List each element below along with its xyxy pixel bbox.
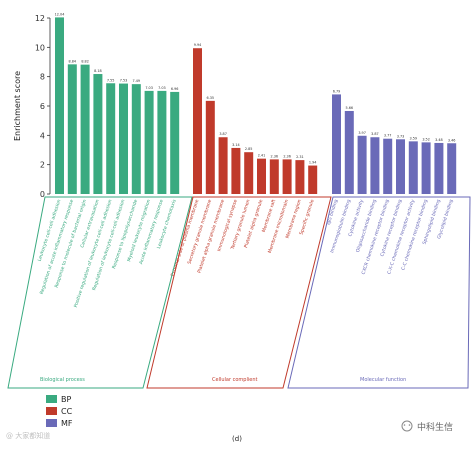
bar-bp-5 [119, 83, 128, 194]
bar-value-label: 2.36 [271, 154, 279, 158]
legend-swatch-bp [46, 395, 57, 403]
bar-mf-1 [344, 110, 354, 194]
bar-value-label: 9.94 [194, 43, 202, 47]
bar-bp-6 [131, 84, 141, 194]
legend-swatch-mf [46, 419, 57, 427]
bars [55, 17, 457, 195]
bar-value-label: 3.52 [422, 137, 430, 141]
bar-value-label: 6.96 [171, 87, 179, 91]
bar-bp-9 [170, 91, 180, 194]
bar-mf-8 [434, 142, 444, 194]
bar-bp-7 [144, 90, 154, 194]
bar-value-label: 3.97 [358, 131, 366, 135]
y-tick-label: 0 [40, 190, 45, 199]
bar-cc-0 [193, 48, 202, 194]
bar-value-label: 5.66 [346, 106, 354, 110]
panel-title-mf: Molecular function [360, 377, 406, 383]
y-axis-ticks: 0 2 4 6 8 10 12 [35, 14, 50, 199]
bar-value-label: 3.87 [219, 132, 227, 136]
bar-bp-1 [67, 64, 77, 194]
group-panels: Biological process Cellular complient Mole… [7, 196, 471, 389]
panel-outline-cc [146, 196, 332, 389]
bar-cc-9 [308, 165, 318, 194]
bar-cc-5 [257, 158, 266, 194]
y-tick-label: 8 [40, 73, 45, 82]
bar-mf-4 [383, 138, 393, 194]
panel-title-bp: Biological process [40, 377, 85, 383]
panel-title-cc: Cellular complient [212, 377, 257, 383]
bar-mf-6 [408, 141, 418, 194]
panel-outline-bp [7, 196, 193, 389]
bar-value-label: 8.84 [69, 59, 77, 63]
y-tick-label: 4 [40, 131, 45, 140]
bar-cc-8 [295, 160, 305, 194]
bar-bp-8 [157, 90, 167, 194]
category-label: Leukocyte cell-cell adhesion [37, 199, 63, 262]
bar-value-label: 2.85 [245, 147, 253, 151]
bar-bp-4 [106, 83, 116, 194]
bar-mf-5 [396, 139, 405, 194]
bar-mf-3 [370, 137, 380, 194]
category-label: Acute inflammatory response [138, 199, 165, 265]
wechat-icon [401, 420, 413, 432]
bar-bp-2 [80, 64, 90, 194]
bar-value-label: 3.77 [384, 134, 392, 138]
bar-value-label: 8.18 [94, 69, 102, 73]
bar-value-label: 3.59 [410, 136, 418, 140]
bar-mf-9 [447, 143, 457, 194]
bar-value-label: 6.35 [207, 96, 215, 100]
legend-label-cc: CC [61, 407, 73, 416]
watermark-right-text: 中科生信 [417, 421, 453, 433]
bar-value-label: 3.48 [435, 138, 443, 142]
y-tick-label: 12 [35, 14, 45, 23]
bar-mf-2 [357, 135, 367, 194]
watermark-left: @ 大家都知道 [6, 431, 50, 440]
bar-value-label: 1.94 [309, 161, 317, 165]
y-tick-label: 6 [40, 102, 45, 111]
bar-value-label: 7.03 [145, 86, 153, 90]
bar-value-labels: 12.04 8.84 8.82 8.18 7.55 7.53 7.49 7.03 7.03 6.9… [55, 12, 456, 164]
bar-value-label: 7.53 [120, 79, 128, 83]
bar-mf-7 [421, 142, 431, 194]
bar-value-label: 2.36 [283, 154, 291, 158]
bar-value-label: 12.04 [55, 12, 65, 16]
y-tick-label: 2 [40, 161, 45, 170]
bar-cc-1 [205, 100, 215, 194]
bar-value-label: 2.31 [296, 155, 304, 159]
legend-label-bp: BP [61, 395, 71, 404]
bar-value-label: 8.82 [81, 60, 89, 64]
category-label: Membrane raft [261, 199, 277, 233]
watermark-right: 中科生信 [401, 420, 453, 433]
bar-cc-7 [282, 159, 292, 194]
bar-value-label: 7.55 [107, 78, 115, 82]
bar-value-label: 3.87 [371, 132, 379, 136]
bar-value-label: 3.14 [232, 143, 240, 147]
legend-label-mf: MF [61, 419, 73, 428]
y-tick-label: 10 [35, 43, 45, 52]
bar-cc-6 [269, 159, 279, 194]
legend-swatch-cc [46, 407, 57, 415]
panel-outline-mf [287, 196, 471, 389]
bar-value-label: 2.41 [258, 154, 266, 158]
bar-value-label: 6.79 [333, 89, 341, 93]
panel-caption: (d) [232, 435, 242, 443]
y-axis-title: Enrichment score [13, 71, 22, 141]
bar-cc-3 [231, 147, 241, 194]
bar-value-label: 3.73 [397, 134, 405, 138]
bar-cc-4 [244, 152, 254, 194]
category-label: Myeloid leukocyte migration [126, 199, 152, 263]
bar-cc-2 [218, 137, 228, 194]
bar-bp-3 [93, 74, 103, 194]
legend: BP CC MF [46, 395, 73, 428]
bar-value-label: 7.49 [133, 79, 141, 83]
bar-mf-0 [332, 94, 341, 194]
bar-bp-0 [55, 17, 64, 195]
bar-value-label: 7.03 [158, 86, 166, 90]
bar-value-label: 3.46 [448, 138, 456, 142]
